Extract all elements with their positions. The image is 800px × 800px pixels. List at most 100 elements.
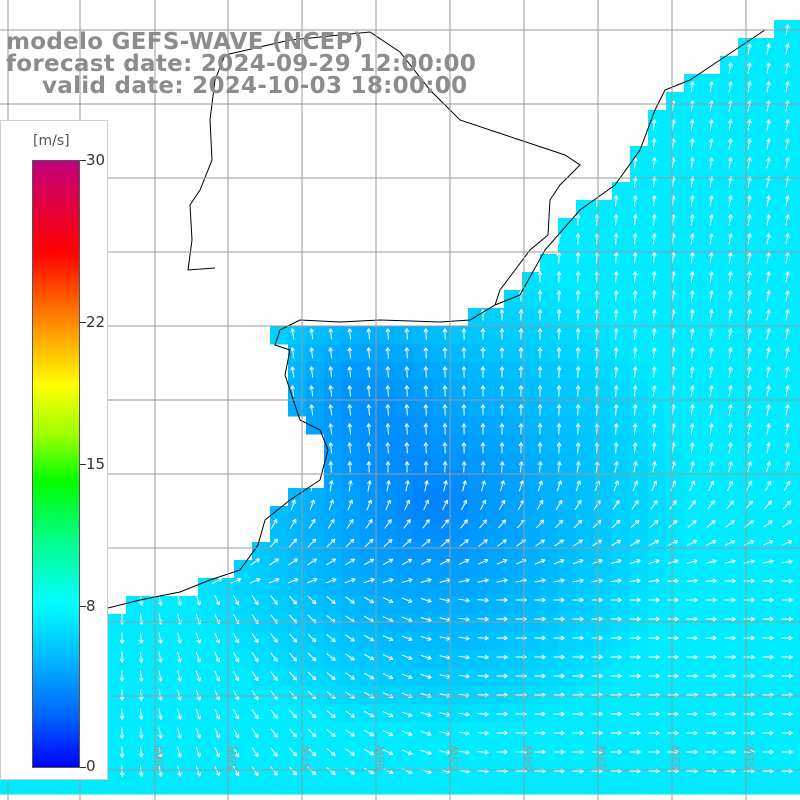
wind-vector — [158, 632, 163, 644]
wind-vector — [629, 749, 641, 755]
wind-vector — [420, 597, 432, 603]
speed-cell — [450, 614, 469, 633]
speed-cell — [540, 758, 559, 777]
speed-cell — [180, 632, 199, 651]
wind-vector — [442, 423, 448, 435]
speed-cell — [432, 668, 451, 687]
speed-cell — [558, 470, 577, 489]
speed-cell — [576, 632, 595, 651]
speed-cell — [486, 398, 505, 417]
speed-cell — [432, 326, 451, 345]
wind-vector — [766, 290, 771, 302]
speed-cell — [270, 542, 289, 561]
speed-cell — [288, 704, 307, 723]
wind-vector — [496, 616, 508, 622]
wind-vector — [232, 651, 240, 663]
wind-vector — [781, 673, 793, 679]
wind-vector — [649, 519, 659, 529]
speed-cell — [342, 416, 361, 435]
wind-vector — [632, 157, 638, 169]
speed-cell — [774, 758, 793, 777]
wind-vector — [477, 654, 489, 660]
speed-cell — [504, 776, 523, 795]
speed-cell — [648, 398, 667, 417]
speed-cell — [306, 542, 325, 561]
speed-cell — [666, 434, 685, 453]
wind-vector — [537, 442, 543, 454]
wind-vector — [158, 765, 163, 777]
wind-vector — [574, 499, 582, 510]
speed-cell — [486, 362, 505, 381]
wind-vector — [347, 442, 353, 454]
speed-cell — [576, 668, 595, 687]
wind-vector — [709, 366, 714, 378]
speed-cell — [648, 470, 667, 489]
speed-cell — [234, 686, 253, 705]
speed-cell — [504, 434, 523, 453]
wind-vector — [177, 708, 182, 720]
speed-cell — [504, 704, 523, 723]
wind-vector — [613, 252, 619, 264]
wind-vector — [709, 328, 714, 340]
wind-vector — [575, 442, 581, 454]
speed-cell — [774, 524, 793, 543]
wind-vector — [480, 442, 486, 454]
speed-cell — [486, 434, 505, 453]
wind-vector — [785, 423, 790, 435]
wind-vector — [424, 480, 429, 492]
speed-cell — [738, 254, 757, 273]
wind-vector — [743, 730, 755, 736]
wind-vector — [785, 62, 790, 74]
speed-cell — [504, 470, 523, 489]
speed-cell — [558, 578, 577, 597]
wind-vector — [556, 328, 562, 340]
speed-cell — [594, 524, 613, 543]
wind-vector — [724, 635, 736, 641]
speed-cell — [738, 506, 757, 525]
speed-cell — [792, 776, 800, 795]
speed-cell — [324, 686, 343, 705]
speed-cell — [684, 326, 703, 345]
speed-cell — [342, 434, 361, 453]
speed-cell — [468, 776, 487, 795]
speed-cell — [756, 758, 775, 777]
speed-cell — [666, 128, 685, 147]
speed-cell — [594, 362, 613, 381]
wind-vector — [785, 404, 790, 416]
speed-cell — [198, 776, 217, 795]
speed-cell — [630, 560, 649, 579]
speed-cell — [324, 506, 343, 525]
speed-cell — [648, 596, 667, 615]
speed-cell — [684, 614, 703, 633]
speed-cell — [774, 56, 793, 75]
speed-cell — [756, 200, 775, 219]
wind-vector — [404, 423, 410, 435]
speed-cell — [162, 650, 181, 669]
speed-cell — [396, 542, 415, 561]
speed-cell — [468, 326, 487, 345]
wind-vector — [232, 708, 240, 720]
speed-cell — [648, 326, 667, 345]
speed-cell — [486, 416, 505, 435]
speed-cell — [756, 110, 775, 129]
wind-vector — [613, 385, 619, 397]
wind-vector — [458, 730, 470, 736]
wind-vector — [177, 632, 182, 644]
speed-cell — [684, 218, 703, 237]
wind-vector — [496, 597, 508, 603]
wind-vector — [366, 366, 372, 378]
wind-vector — [479, 519, 488, 529]
speed-cell — [648, 542, 667, 561]
speed-cell — [558, 236, 577, 255]
speed-cell — [630, 218, 649, 237]
wind-vector — [743, 597, 755, 603]
speed-cell — [792, 614, 800, 633]
wind-vector — [459, 539, 469, 547]
wind-vector — [345, 748, 355, 756]
wind-vector — [347, 366, 353, 378]
wind-vector — [575, 214, 581, 226]
speed-cell — [504, 686, 523, 705]
wind-vector — [289, 518, 297, 529]
speed-cell — [432, 344, 451, 363]
longitude-label: 55W — [448, 745, 461, 770]
